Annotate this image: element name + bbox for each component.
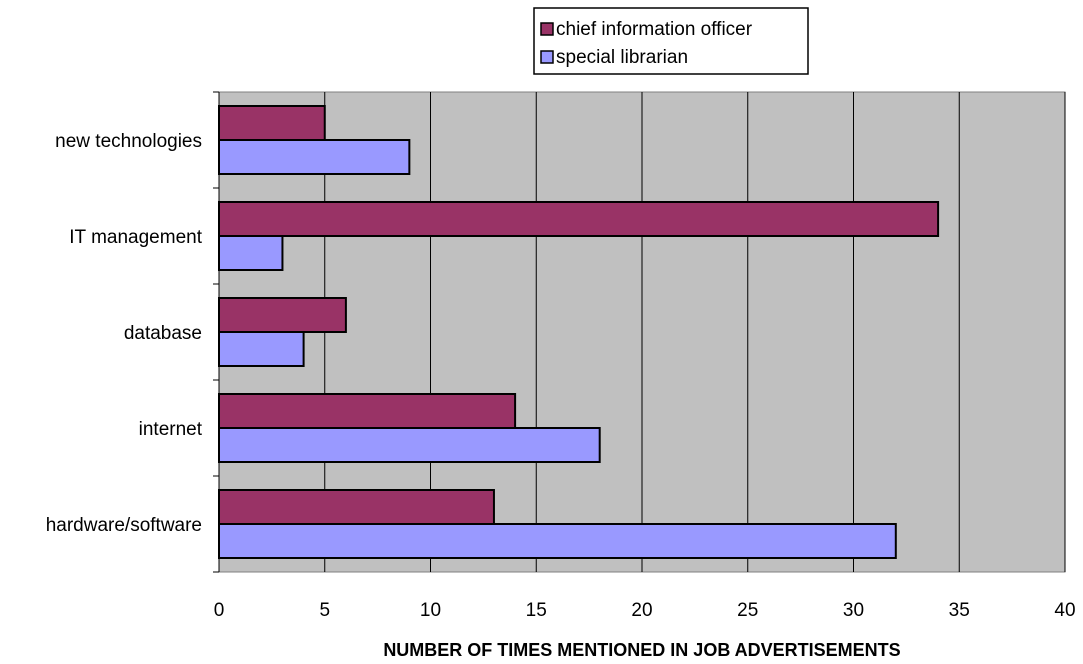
x-tick-label-20: 20 xyxy=(631,600,652,621)
y-tick-label-0: new technologies xyxy=(55,131,202,152)
legend-box xyxy=(533,7,809,75)
x-tick-label-0: 0 xyxy=(214,600,225,621)
legend-label-0: chief information officer xyxy=(556,19,753,40)
bar-cio-2 xyxy=(218,297,347,333)
bars xyxy=(218,105,940,559)
legend-swatch-0 xyxy=(540,22,554,36)
legend: chief information officer special librari… xyxy=(533,7,809,75)
y-axis-labels: new technologies IT management database int… xyxy=(46,131,203,536)
y-tick-label-3: internet xyxy=(139,419,203,440)
x-tick-label-25: 25 xyxy=(737,600,758,621)
y-tick-label-2: database xyxy=(124,323,202,344)
legend-swatch-1 xyxy=(540,50,554,64)
bar-cio-0 xyxy=(218,105,326,141)
bar-librarian-4 xyxy=(218,523,897,559)
legend-label-1: special librarian xyxy=(556,47,688,68)
x-tick-label-5: 5 xyxy=(319,600,330,621)
y-tick-label-1: IT management xyxy=(69,227,202,248)
y-axis-ticks xyxy=(213,91,219,573)
bar-cio-3 xyxy=(218,393,517,429)
x-tick-label-10: 10 xyxy=(420,600,441,621)
x-tick-label-15: 15 xyxy=(526,600,547,621)
bar-librarian-0 xyxy=(218,139,411,175)
legend-items: chief information officer special librari… xyxy=(540,19,753,68)
bar-librarian-3 xyxy=(218,427,601,463)
x-tick-label-35: 35 xyxy=(949,600,970,621)
bar-librarian-2 xyxy=(218,331,305,367)
y-tick-label-4: hardware/software xyxy=(46,515,202,536)
axes: new technologies IT management database int… xyxy=(46,91,1076,621)
bar-librarian-1 xyxy=(218,235,284,271)
bar-cio-1 xyxy=(218,201,940,237)
x-tick-label-30: 30 xyxy=(843,600,864,621)
x-tick-label-40: 40 xyxy=(1054,600,1075,621)
x-axis-tick-labels: 0 5 10 15 20 25 30 35 40 xyxy=(214,600,1076,621)
bar-cio-4 xyxy=(218,489,495,525)
x-axis-title: NUMBER OF TIMES MENTIONED IN JOB ADVERTI… xyxy=(383,640,900,660)
